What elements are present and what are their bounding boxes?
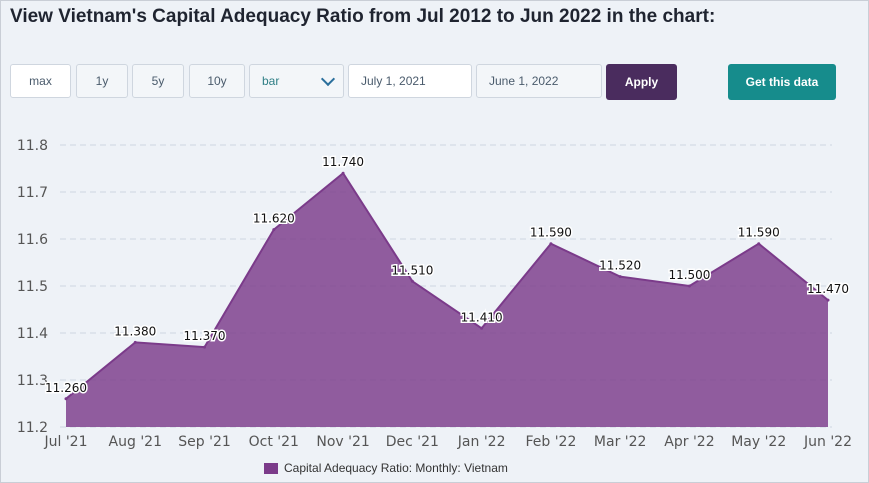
data-label: 11.590 (738, 226, 780, 240)
x-tick-label: Feb '22 (525, 434, 576, 450)
data-label: 11.740 (322, 155, 364, 169)
y-tick-label: 11.4 (17, 326, 48, 342)
data-label: 11.470 (807, 282, 849, 296)
get-this-data-button[interactable]: Get this data (728, 64, 836, 100)
data-label: 11.380 (114, 324, 156, 338)
x-tick-label: Jun '22 (803, 434, 852, 450)
range-max-button[interactable]: max (10, 64, 71, 98)
x-tick-label: Jul '21 (43, 434, 87, 450)
range-5y-button[interactable]: 5y (132, 64, 184, 98)
data-point (410, 279, 414, 283)
x-tick-label: Dec '21 (386, 434, 439, 450)
x-tick-label: Jan '22 (457, 434, 506, 450)
end-date-input[interactable]: June 1, 2022 (476, 64, 602, 98)
y-tick-label: 11.3 (17, 373, 48, 389)
x-tick-label: Nov '21 (316, 434, 369, 450)
data-point (133, 340, 137, 344)
chart-legend[interactable]: Capital Adequacy Ratio: Monthly: Vietnam (264, 461, 508, 475)
start-date-input[interactable]: July 1, 2021 (348, 64, 472, 98)
y-tick-label: 11.8 (17, 138, 48, 154)
y-tick-label: 11.7 (17, 185, 48, 201)
x-tick-label: Aug '21 (109, 434, 162, 450)
data-label: 11.260 (45, 381, 87, 395)
x-tick-label: Mar '22 (594, 434, 647, 450)
legend-swatch (264, 462, 278, 474)
apply-button[interactable]: Apply (606, 64, 677, 100)
chart-type-value: bar (262, 74, 280, 88)
data-label: 11.510 (391, 263, 433, 277)
data-point (203, 345, 207, 349)
range-10y-button[interactable]: 10y (189, 64, 245, 98)
data-point (757, 242, 761, 246)
x-tick-label: Sep '21 (178, 434, 231, 450)
y-tick-label: 11.5 (17, 279, 48, 295)
data-point (272, 228, 276, 232)
page-title: View Vietnam's Capital Adequacy Ratio fr… (10, 6, 716, 27)
data-point (341, 171, 345, 175)
y-tick-label: 11.6 (17, 232, 48, 248)
data-point (549, 242, 553, 246)
series-area (66, 173, 828, 427)
data-label: 11.520 (599, 259, 641, 273)
data-label: 11.590 (530, 226, 572, 240)
x-tick-label: Apr '22 (664, 434, 714, 450)
x-tick-label: Oct '21 (249, 434, 299, 450)
y-tick-label: 11.2 (17, 420, 48, 436)
data-label: 11.410 (461, 310, 503, 324)
data-point (480, 326, 484, 330)
legend-label: Capital Adequacy Ratio: Monthly: Vietnam (284, 461, 508, 475)
series-line (65, 171, 829, 400)
data-point (826, 298, 830, 302)
data-point (687, 284, 691, 288)
chart-type-select[interactable]: bar (249, 64, 344, 98)
x-tick-label: May '22 (731, 434, 786, 450)
data-label: 11.500 (668, 268, 710, 282)
range-1y-button[interactable]: 1y (76, 64, 128, 98)
data-point (618, 275, 622, 279)
data-point (64, 397, 68, 401)
data-label: 11.370 (184, 329, 226, 343)
data-label: 11.620 (253, 212, 295, 226)
